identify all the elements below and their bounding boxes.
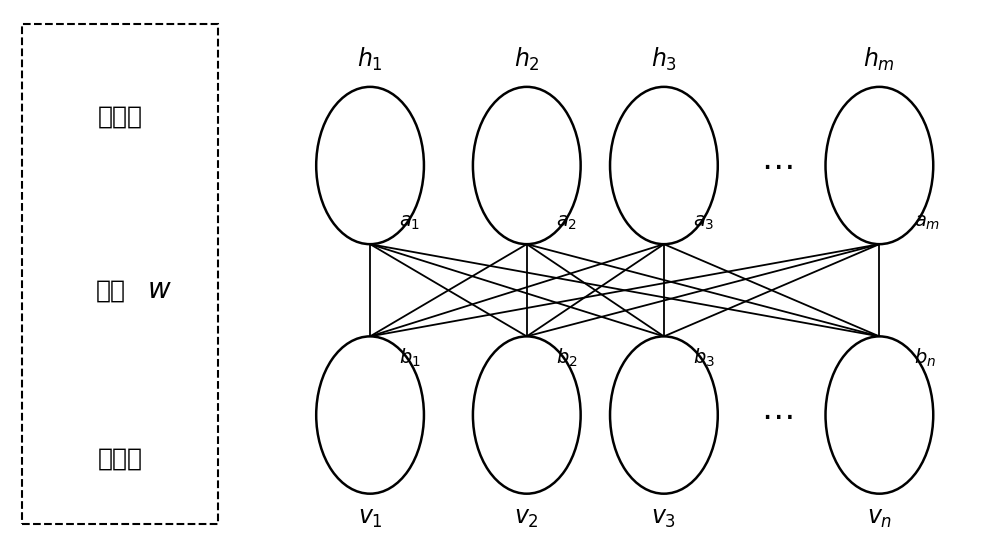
Text: $v_n$: $v_n$ bbox=[867, 507, 892, 530]
Text: $a_1$: $a_1$ bbox=[400, 213, 421, 232]
Text: $a_2$: $a_2$ bbox=[557, 213, 577, 232]
Text: $h_2$: $h_2$ bbox=[514, 46, 540, 73]
Text: $h_1$: $h_1$ bbox=[358, 46, 383, 73]
Text: 权値: 权値 bbox=[96, 278, 125, 302]
Text: $a_m$: $a_m$ bbox=[914, 213, 940, 232]
Text: $b_1$: $b_1$ bbox=[400, 347, 422, 369]
Ellipse shape bbox=[473, 87, 580, 244]
Text: $a_3$: $a_3$ bbox=[693, 213, 715, 232]
Text: $v_1$: $v_1$ bbox=[358, 507, 382, 530]
Text: 隐藏层: 隐藏层 bbox=[98, 105, 143, 129]
Ellipse shape bbox=[316, 336, 424, 494]
Ellipse shape bbox=[825, 336, 933, 494]
Text: $b_2$: $b_2$ bbox=[557, 347, 578, 369]
Text: $v_2$: $v_2$ bbox=[514, 507, 539, 530]
Text: $\cdots$: $\cdots$ bbox=[760, 149, 792, 182]
Text: $h_3$: $h_3$ bbox=[651, 46, 677, 73]
Text: $v_3$: $v_3$ bbox=[651, 507, 677, 530]
Text: $w$: $w$ bbox=[147, 277, 171, 304]
Text: $h_m$: $h_m$ bbox=[864, 46, 895, 73]
Text: 可视层: 可视层 bbox=[98, 447, 143, 470]
Ellipse shape bbox=[316, 87, 424, 244]
Ellipse shape bbox=[610, 336, 718, 494]
Ellipse shape bbox=[473, 336, 580, 494]
Ellipse shape bbox=[825, 87, 933, 244]
Text: $\cdots$: $\cdots$ bbox=[760, 398, 792, 431]
Text: $b_n$: $b_n$ bbox=[914, 347, 936, 369]
Text: $b_3$: $b_3$ bbox=[693, 347, 715, 369]
Ellipse shape bbox=[610, 87, 718, 244]
